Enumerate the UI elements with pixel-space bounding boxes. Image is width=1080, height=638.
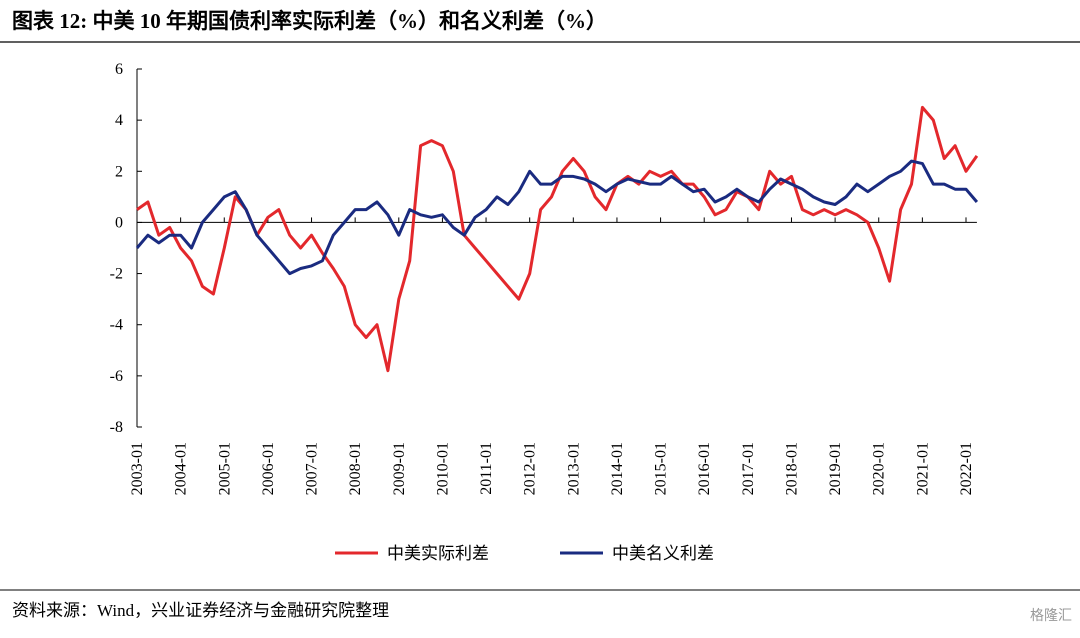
series-line	[135, 159, 979, 276]
x-tick-label: 2019-01	[827, 442, 844, 495]
x-tick-label: 2006-01	[260, 442, 277, 495]
y-tick-label: 2	[115, 163, 123, 180]
y-tick-label: 4	[115, 112, 123, 129]
x-tick-label: 2017-01	[740, 442, 757, 495]
legend-label: 中美名义利差	[612, 544, 714, 563]
x-tick-label: 2011-01	[478, 442, 495, 495]
legend-label: 中美实际利差	[387, 544, 489, 563]
x-tick-label: 2022-01	[958, 442, 975, 495]
watermark: 格隆汇	[1030, 608, 1072, 624]
x-tick-label: 2013-01	[565, 442, 582, 495]
source: 资料来源：Wind，兴业证券经济与金融研究院整理	[12, 601, 389, 620]
x-tick-label: 2021-01	[914, 442, 931, 495]
y-tick-label: -8	[110, 419, 123, 436]
x-tick-label: 2009-01	[391, 442, 408, 495]
x-tick-label: 2003-01	[129, 442, 146, 495]
y-tick-label: -4	[110, 317, 123, 334]
y-tick-label: -2	[110, 266, 123, 283]
y-tick-label: 6	[115, 61, 123, 78]
x-tick-label: 2014-01	[609, 442, 626, 495]
x-tick-label: 2010-01	[434, 442, 451, 495]
x-tick-label: 2012-01	[522, 442, 539, 495]
x-tick-label: 2015-01	[653, 442, 670, 495]
series-line	[136, 105, 979, 373]
x-tick-label: 2020-01	[871, 442, 888, 495]
x-tick-label: 2018-01	[783, 442, 800, 495]
x-tick-label: 2016-01	[696, 442, 713, 495]
x-tick-label: 2004-01	[173, 442, 190, 495]
chart-title: 图表 12: 中美 10 年期国债利率实际利差（%）和名义利差（%）	[12, 9, 607, 33]
x-tick-label: 2008-01	[347, 442, 364, 495]
y-tick-label: 0	[115, 214, 123, 231]
y-tick-label: -6	[110, 368, 123, 385]
x-tick-label: 2005-01	[216, 442, 233, 495]
x-tick-label: 2007-01	[304, 442, 321, 495]
